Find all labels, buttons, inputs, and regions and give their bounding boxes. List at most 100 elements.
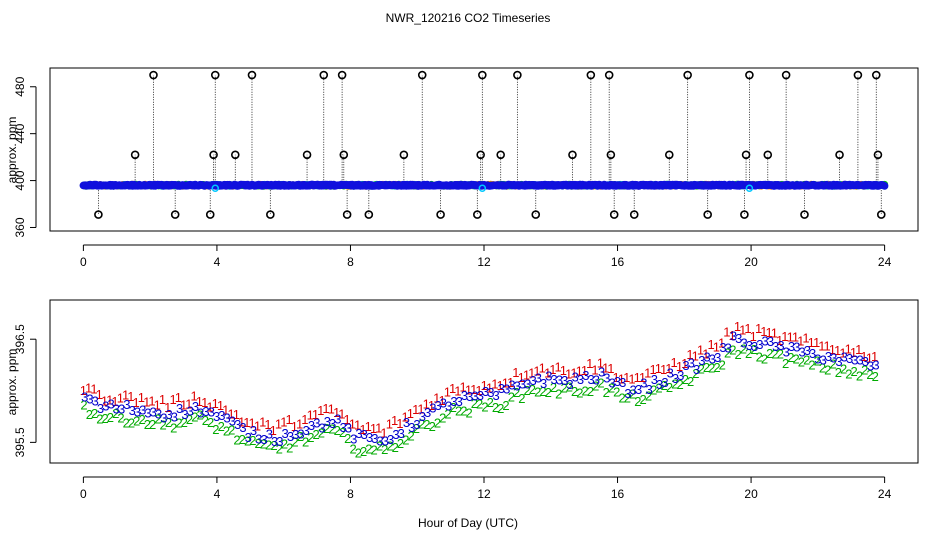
series-1-point: 1 [591,363,598,378]
series-2-point: 2 [202,413,209,428]
top-marks [79,70,889,219]
series-3-point: 3 [487,385,494,400]
series-1-point: 1 [380,425,387,440]
series-1-point: 1 [328,402,335,417]
x-tick-label: 0 [80,487,87,501]
series-3-point: 3 [345,421,352,436]
series-2-point: 2 [413,421,420,436]
series-1-point: 1 [80,383,87,398]
series-3-point: 3 [171,410,178,425]
series-3-point: 3 [350,431,357,446]
series-2-point: 2 [676,377,683,392]
series-3-point: 3 [630,383,637,398]
series-3-point: 3 [218,408,225,423]
series-1-point: 1 [808,335,815,350]
spike-point [319,70,329,80]
series-3-point: 3 [493,388,500,403]
series-2-point: 2 [819,361,826,376]
series-2-point: 2 [255,436,262,451]
series-3-point: 3 [213,409,220,424]
series-3-point: 3 [329,416,336,431]
series-1-point: 1 [713,339,720,354]
series-2-point: 2 [297,429,304,444]
spike-point [741,150,751,160]
series-1-point: 1 [154,397,161,412]
series-3-point: 3 [471,388,478,403]
spike-point [703,210,712,219]
series-3-point: 3 [187,403,194,418]
series-2-point: 2 [529,382,536,397]
y-tick-label: 480 [13,76,27,96]
series-3-point: 3 [287,429,294,444]
series-2-point: 2 [829,357,836,372]
series-2-point: 2 [249,433,256,448]
series-2-point: 2 [302,434,309,449]
series-3-point: 3 [334,411,341,426]
series-2-point: 2 [270,438,277,453]
spike-point [496,150,505,160]
series-2-point: 2 [181,415,188,430]
x-tick-label: 24 [878,255,892,269]
series-1-point: 1 [222,402,229,417]
series-3-point: 3 [535,371,542,386]
series-2-point: 2 [735,347,742,362]
x-tick-label: 0 [80,255,87,269]
series-2-point: 2 [149,417,156,432]
series-1-point: 1 [296,416,303,431]
series-2-point: 2 [418,417,425,432]
series-2-point: 2 [613,385,620,400]
series-2-point: 2 [824,363,831,378]
series-1-point: 1 [285,412,292,427]
series-2-point: 2 [703,360,710,375]
series-3-point: 3 [667,366,674,381]
series-1-point: 1 [649,362,656,377]
series-3-point: 3 [503,381,510,396]
series-2-point: 2 [112,406,119,421]
series-1-point: 1 [475,383,482,398]
series-3-point: 3 [92,394,99,409]
series-3-point: 3 [587,372,594,387]
series-2-point: 2 [518,391,525,406]
y-axis-label-bottom: approx. ppm [5,349,19,416]
series-3-point: 3 [466,389,473,404]
series-3-point: 3 [181,407,188,422]
series-2-point: 2 [582,383,589,398]
x-tick-label: 20 [744,255,758,269]
series-2-point: 2 [233,432,240,447]
panel-bottom: approx. ppm Hour of Day (UTC) 0 4 8 12 16 20 2… [5,299,919,530]
series-1-point: 1 [212,396,219,411]
series-2-point: 2 [239,432,246,447]
series-3-point: 3 [756,337,763,352]
series-2-point: 2 [687,374,694,389]
series-3-point: 3 [482,384,489,399]
series-2-point: 2 [729,343,736,358]
spike-point [513,70,522,80]
series-3-point: 3 [129,403,136,418]
series-1-point: 1 [344,412,351,427]
series-2-point: 2 [91,406,98,421]
series-2-point: 2 [276,442,283,457]
series-1-point: 1 [254,419,261,434]
series-2-point: 2 [191,410,198,425]
series-3-point: 3 [202,404,209,419]
series-2-point: 2 [645,389,652,404]
series-3-point: 3 [313,415,320,430]
series-2-point: 2 [534,385,541,400]
series-1-point: 1 [291,419,298,434]
spike-point [664,150,674,160]
series-2-point: 2 [771,346,778,361]
series-1-point: 1 [628,372,635,387]
series-3-point: 3 [820,353,827,368]
series-3-point: 3 [392,427,399,442]
series-2-point: 2 [851,364,858,379]
series-2-point: 2 [334,423,341,438]
series-2-point: 2 [497,401,504,416]
series-3-point: 3 [498,381,505,396]
series-2-point: 2 [787,350,794,365]
x-tick-label: 20 [744,487,758,501]
series-3-point: 3 [150,404,157,419]
series-3-point: 3 [603,371,610,386]
series-1-point: 1 [101,393,108,408]
series-3-point: 3 [809,346,816,361]
